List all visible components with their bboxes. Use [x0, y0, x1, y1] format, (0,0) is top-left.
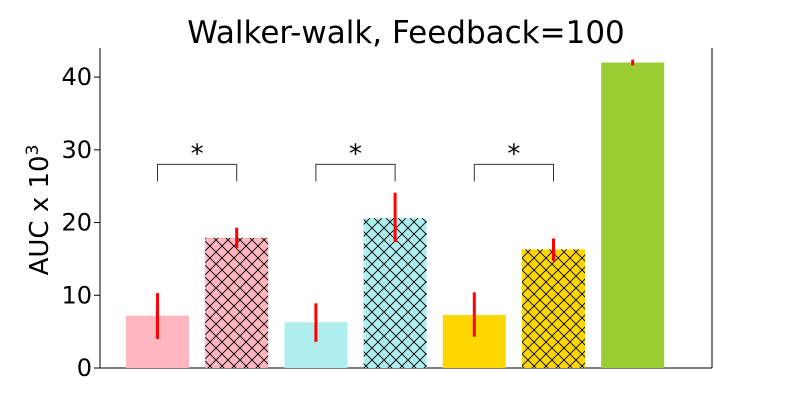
chart-title: Walker-walk, Feedback=100	[187, 15, 625, 51]
significance-star: *	[349, 139, 362, 169]
significance-bracket	[315, 163, 396, 182]
y-axis-label-superscript: 3	[23, 145, 43, 156]
y-tick-label: 20	[61, 209, 92, 237]
plot-area: 0 10 20 30 40 * * *	[61, 48, 713, 382]
y-axis-label-text: AUC x 10	[25, 155, 55, 275]
y-tick-label: 0	[77, 354, 92, 382]
bar-hatch	[205, 237, 269, 368]
y-axis-label: AUC x 103	[23, 145, 55, 276]
bar-hatch	[522, 249, 585, 368]
significance-bracket	[157, 163, 238, 182]
bar	[601, 62, 665, 368]
y-tick-label: 40	[61, 63, 92, 91]
y-tick-label: 10	[61, 281, 92, 309]
bar-hatch	[363, 218, 427, 368]
significance-bracket	[473, 163, 554, 182]
significance-star: *	[507, 139, 520, 169]
y-tick-label: 30	[61, 136, 92, 164]
significance-star: *	[191, 139, 204, 169]
